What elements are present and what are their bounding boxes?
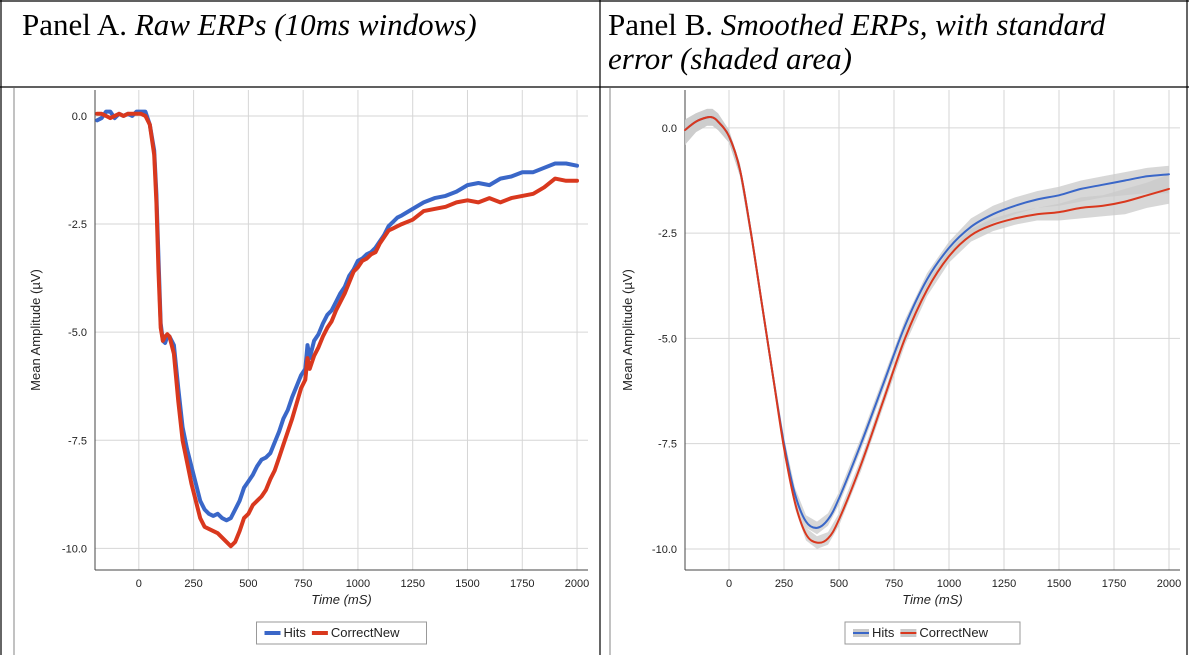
x-tick-label: 1000: [937, 578, 961, 590]
legend-swatch-correctnew: [311, 631, 328, 635]
x-tick-label: 750: [294, 578, 312, 590]
x-tick-label: 2000: [1157, 578, 1181, 590]
y-tick-label: -10.0: [62, 543, 87, 555]
y-tick-label: 0.0: [662, 123, 677, 135]
x-tick-label: 250: [775, 578, 793, 590]
legend-box: [844, 621, 1021, 645]
x-tick-label: 0: [136, 578, 142, 590]
x-tick-label: 1500: [455, 578, 479, 590]
series-line-hits: [95, 109, 579, 523]
x-tick-label: 1500: [1047, 578, 1071, 590]
x-tick-label: 2000: [565, 578, 589, 590]
series-line-correctnew: [684, 115, 1170, 544]
panel-a-label: Panel A.: [22, 8, 128, 42]
x-tick-label: 1000: [346, 578, 370, 590]
panel-b-chart: 0 250 500 750 1000 1250 1500 1750 2000 0.0 -2.5 -5.…: [620, 90, 1181, 645]
panel-a-chart: 0 250 500 750 1000 1250 1500 1750 2000 0.0 -2.5 -5.…: [28, 90, 589, 645]
panel-b-label: Panel B.: [608, 8, 714, 42]
panel-a-caption-text: Raw ERPs (10ms windows): [134, 8, 477, 42]
legend-swatch-hits: [853, 632, 869, 634]
y-tick-label: -5.0: [68, 327, 87, 339]
x-tick-label: 0: [726, 578, 732, 590]
se-band-correctnew: [685, 108, 1169, 549]
x-tick-label: 750: [885, 578, 903, 590]
x-axis-label: Time (mS): [311, 592, 372, 607]
panel-a-caption: Panel A. Raw ERPs (10ms windows): [22, 8, 592, 84]
legend-swatch-correctnew: [900, 632, 917, 634]
y-tick-label: -7.5: [658, 439, 677, 451]
x-tick-label: 500: [239, 578, 257, 590]
x-tick-label: 1750: [510, 578, 534, 590]
grid: [95, 90, 588, 570]
y-tick-label: 0.0: [72, 111, 87, 123]
panel-b-caption: Panel B. Smoothed ERPs, with standard er…: [608, 8, 1168, 86]
x-tick-label: 1750: [1102, 578, 1126, 590]
legend-label-hits: Hits: [284, 625, 307, 640]
legend-label-correctnew: CorrectNew: [919, 625, 988, 640]
se-band-hits: [685, 108, 1169, 535]
y-tick-label: -2.5: [68, 219, 87, 231]
legend: Hits CorrectNew: [256, 621, 427, 645]
y-axis-label: Mean Amplitude (µV): [28, 269, 43, 391]
x-tick-label: 250: [184, 578, 202, 590]
x-axis-label: Time (mS): [902, 592, 963, 607]
y-axis-label: Mean Amplitude (µV): [620, 269, 635, 391]
y-tick-label: -5.0: [658, 333, 677, 345]
y-tick-label: -10.0: [652, 544, 677, 556]
legend: Hits CorrectNew: [844, 621, 1021, 645]
x-tick-label: 1250: [400, 578, 424, 590]
series-line-correctnew: [95, 111, 579, 549]
x-tick-label: 1250: [992, 578, 1016, 590]
legend-box: [256, 621, 427, 645]
legend-swatch-hits: [264, 631, 281, 635]
legend-label-hits: Hits: [872, 625, 895, 640]
panel-b-caption-text: Smoothed ERPs, with standard error (shad…: [608, 8, 1106, 76]
y-tick-label: -2.5: [658, 228, 677, 240]
x-tick-label: 500: [830, 578, 848, 590]
grid: [685, 90, 1180, 570]
legend-label-correctnew: CorrectNew: [331, 625, 400, 640]
y-tick-label: -7.5: [68, 435, 87, 447]
